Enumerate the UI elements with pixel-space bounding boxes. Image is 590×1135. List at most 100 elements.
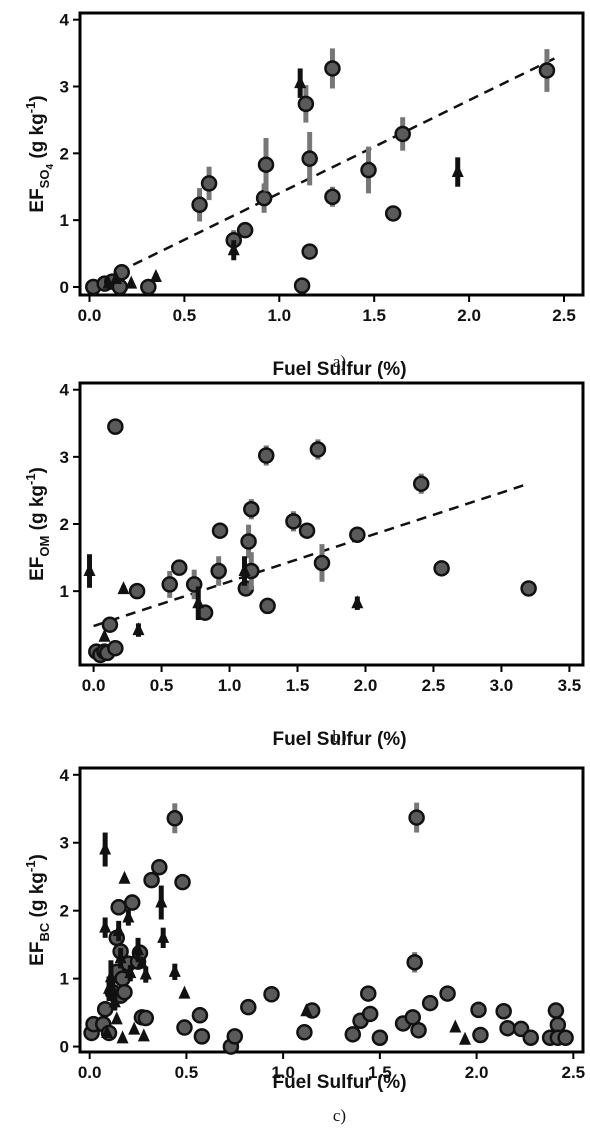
y-label-main: EF — [27, 188, 48, 212]
data-point-circle — [193, 1028, 211, 1045]
data-point-circle — [107, 639, 124, 657]
data-point-triangle — [83, 563, 96, 576]
x-tick-label: 1.0 — [271, 1063, 295, 1082]
data-point-triangle — [300, 1003, 313, 1017]
data-point-circle — [259, 597, 276, 615]
data-point-circle — [298, 522, 316, 539]
y-tick-label: 0 — [60, 278, 69, 297]
x-axis-label: Fuel Sulfur (%) — [272, 729, 406, 750]
data-point-circle — [360, 161, 377, 179]
data-point-circle — [296, 1024, 313, 1041]
data-point-circle — [297, 95, 315, 113]
data-point-circle — [96, 1000, 114, 1018]
x-tick-label: 1.5 — [368, 1063, 392, 1082]
data-point-triangle — [99, 919, 112, 933]
data-point-circle — [191, 1007, 209, 1024]
data-point-circle — [101, 616, 119, 633]
data-point-triangle — [110, 270, 123, 284]
y-label-units: (g kg — [27, 113, 48, 164]
panel-label: c) — [333, 1106, 346, 1125]
x-tick-label: 3.5 — [558, 676, 582, 695]
x-tick-label: 1.5 — [362, 306, 386, 325]
x-tick-label: 2.0 — [465, 1063, 489, 1082]
data-point-circle — [257, 156, 275, 173]
data-point-circle — [255, 189, 273, 207]
data-point-triangle — [149, 268, 162, 282]
data-point-circle — [301, 243, 318, 260]
panel-label: a) — [333, 352, 346, 371]
data-point-circle — [313, 554, 331, 572]
y-label-close: ) — [27, 95, 48, 101]
y-tick-label: 1 — [60, 582, 69, 601]
data-point-triangle — [125, 275, 138, 289]
x-tick-label: 1.0 — [218, 676, 242, 695]
data-point-circle — [361, 1005, 379, 1023]
data-point-circle — [472, 1026, 489, 1044]
data-point-circle — [128, 582, 146, 600]
data-point-circle — [174, 873, 191, 891]
data-point-circle — [360, 985, 377, 1002]
data-point-circle — [240, 998, 257, 1016]
data-point-circle — [538, 62, 556, 79]
data-point-triangle — [116, 1030, 129, 1044]
y-axis-label: EFSO4 (g kg-1) — [23, 95, 56, 212]
chart-panel-3: 0.0 0.5 1.0 1.5 2.0 2.5 0 1 2 3 4 Fuel Sulfur (%) EF… — [23, 766, 585, 1125]
x-tick-label: 2.5 — [562, 1063, 586, 1082]
data-point-triangle — [122, 909, 135, 923]
y-tick-label: 1 — [60, 211, 69, 230]
data-point-triangle — [351, 595, 364, 609]
data-point-circle — [107, 418, 124, 435]
fit-line — [117, 57, 556, 274]
data-point-circle — [324, 60, 341, 77]
y-label-subscript: OM — [37, 536, 52, 557]
data-point-triangle — [124, 965, 137, 979]
x-tick-label: 2.5 — [552, 306, 576, 325]
data-point-triangle — [137, 1028, 150, 1042]
y-tick-label: 2 — [60, 515, 69, 534]
x-tick-label: 3.0 — [490, 676, 514, 695]
y-tick-label: 1 — [60, 970, 69, 989]
x-tick-label: 1.0 — [267, 306, 291, 325]
data-point-triangle — [458, 1031, 471, 1045]
data-point-circle — [240, 533, 257, 550]
data-point-circle — [293, 277, 311, 294]
chart-panel-1: 0.0 0.5 1.0 1.5 2.0 2.5 0 1 2 3 4 Fuel Sulfur (%) EF… — [23, 11, 585, 380]
y-tick-label: 3 — [60, 448, 69, 467]
y-label-close: ) — [27, 467, 48, 473]
data-point-triangle — [135, 955, 148, 969]
data-point-circle — [309, 441, 327, 458]
data-point-circle — [547, 1002, 565, 1019]
data-point-circle — [371, 1029, 389, 1046]
plot-frame — [78, 381, 585, 667]
x-axis-label: Fuel Sulfur (%) — [272, 359, 406, 380]
y-label-subscript-2: 4 — [45, 164, 56, 170]
data-point-triangle — [132, 942, 145, 956]
data-point-triangle — [168, 963, 181, 977]
y-tick-label: 3 — [60, 78, 69, 97]
data-point-circle — [557, 1029, 574, 1046]
data-point-triangle — [118, 870, 131, 884]
data-point-triangle — [155, 894, 168, 908]
data-point-circle — [170, 559, 188, 576]
data-point-triangle — [117, 581, 130, 595]
data-point-circle — [410, 1022, 427, 1039]
data-point-triangle — [114, 950, 127, 964]
data-point-circle — [263, 985, 280, 1003]
x-tick-label: 0.5 — [175, 1063, 199, 1082]
x-tick-label: 0.0 — [82, 676, 106, 695]
data-point-circle — [176, 1019, 193, 1036]
data-point-circle — [495, 1002, 512, 1020]
y-label-main: EF — [27, 557, 48, 581]
y-label-subscript: SO — [37, 170, 52, 189]
fit-line — [93, 482, 530, 628]
chart-panel-2: 0.0 0.5 1.0 1.5 2.0 2.5 3.0 3.5 1 2 3 4 Fuel Sulfur … — [23, 381, 585, 750]
data-point-circle — [140, 278, 157, 296]
data-point-triangle — [451, 164, 464, 178]
panel-label: b) — [332, 727, 346, 746]
data-point-circle — [110, 899, 127, 916]
data-point-triangle — [449, 1019, 462, 1033]
data-point-circle — [143, 871, 160, 889]
x-tick-label: 0.0 — [78, 306, 102, 325]
data-point-triangle — [227, 242, 240, 256]
data-point-triangle — [157, 929, 170, 943]
